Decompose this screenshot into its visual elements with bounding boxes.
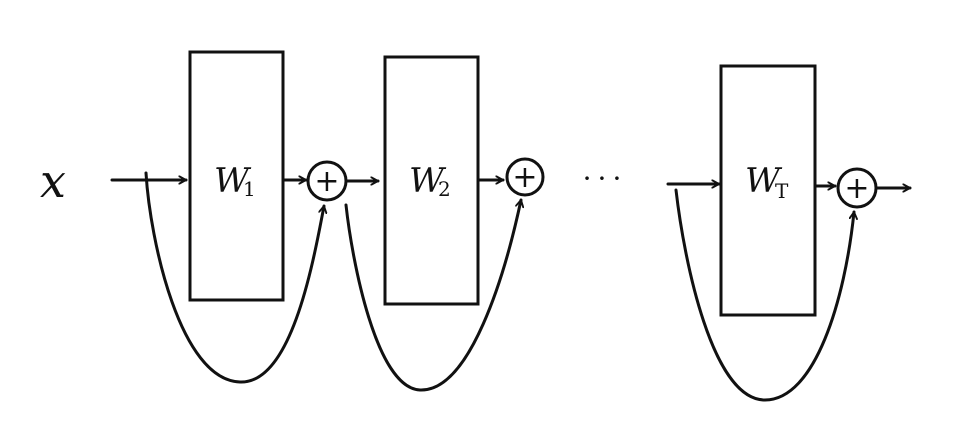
ellipsis: ··· — [583, 162, 628, 195]
svg-text:T: T — [775, 179, 789, 203]
skip-connection-2 — [344, 198, 521, 392]
sum-node-2 — [505, 157, 545, 197]
skip-connection-1 — [144, 171, 324, 384]
block-w2-label: W 2 — [409, 161, 451, 201]
svg-text:W: W — [409, 161, 447, 201]
sum-node-1-plus: + — [314, 164, 339, 199]
block-w1 — [188, 50, 285, 302]
block-w2 — [383, 55, 480, 306]
block-wt-label: W T — [745, 161, 789, 203]
sum-node-2-plus: + — [512, 160, 537, 195]
svg-text:W: W — [214, 161, 252, 201]
svg-text:2: 2 — [438, 177, 451, 201]
svg-text:W: W — [745, 161, 783, 201]
sum-node-t-plus: + — [844, 171, 869, 206]
svg-text:1: 1 — [243, 177, 256, 201]
input-label-x: x — [40, 154, 66, 208]
block-w1-label: W 1 — [214, 161, 256, 201]
skip-connection-t — [674, 188, 854, 402]
block-wt — [719, 64, 817, 317]
